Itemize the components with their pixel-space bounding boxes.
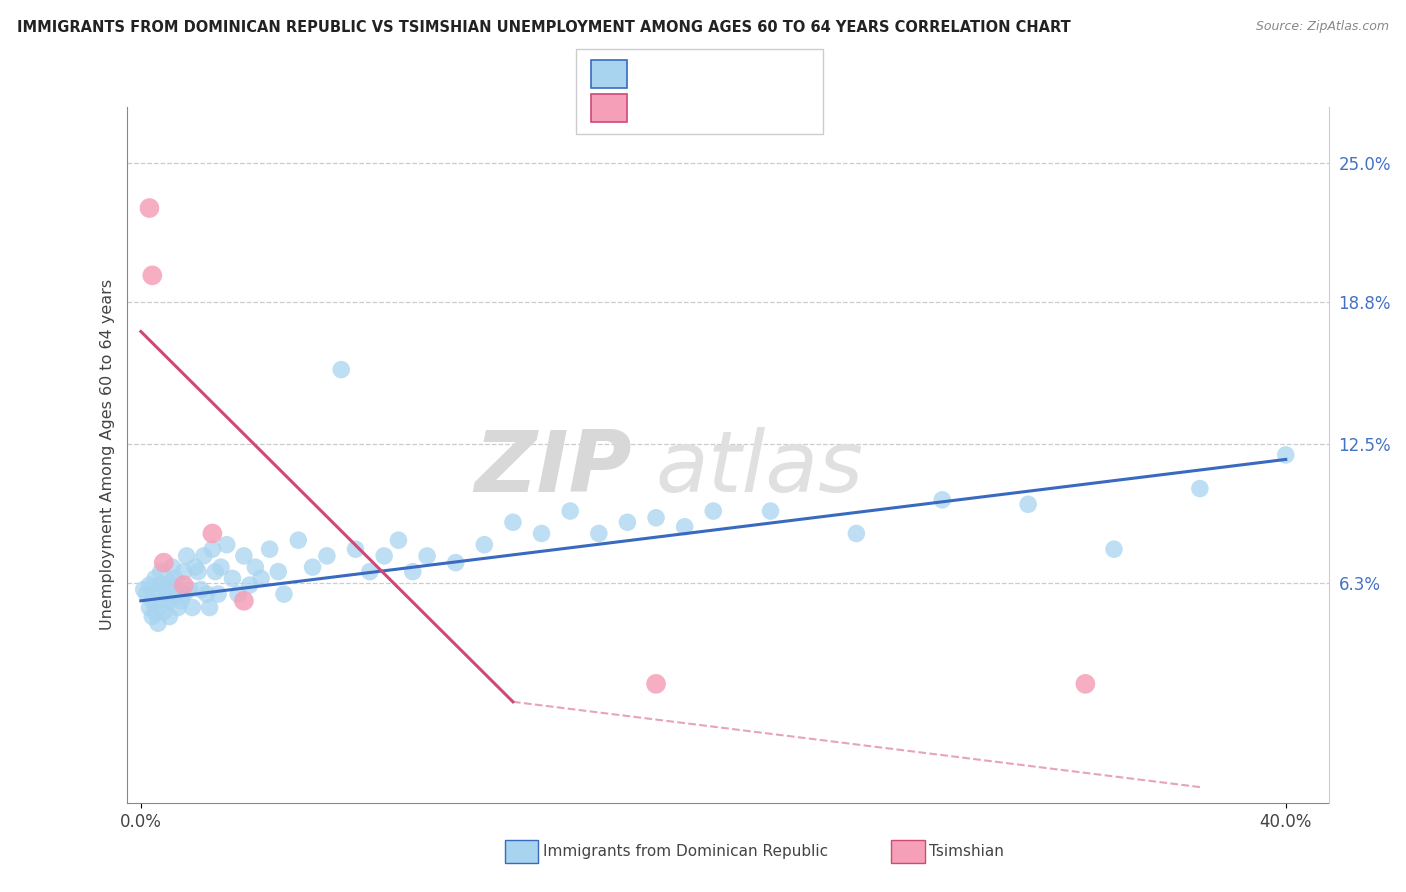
Point [149,578,172,592]
Text: R =  0.390   N = 77: R = 0.390 N = 77 [630,63,820,81]
Point [173,587,195,601]
Point [170,594,193,608]
Point [141,268,163,283]
Point [373,549,395,563]
Point [207,587,229,601]
Point [472,538,495,552]
Point [1274,448,1296,462]
Point [1017,497,1039,511]
Point [152,605,174,619]
Point [138,578,160,592]
Point [1102,542,1125,557]
Point [645,677,668,691]
Point [149,565,172,579]
Point [232,549,254,563]
Point [201,526,224,541]
Point [232,594,254,608]
Point [176,549,198,563]
Point [143,571,166,585]
Point [159,609,181,624]
Point [387,533,409,548]
Point [530,526,553,541]
Point [226,587,249,601]
Text: ZIP: ZIP [474,427,631,510]
Point [201,542,224,557]
Point [359,565,381,579]
Point [221,571,243,585]
Text: atlas: atlas [655,427,863,510]
Point [267,565,290,579]
Point [187,565,209,579]
Point [759,504,782,518]
Point [209,560,232,574]
Point [259,542,281,557]
Point [444,556,467,570]
Point [645,510,668,524]
Point [159,594,181,608]
Point [179,582,201,597]
Point [135,587,157,601]
Y-axis label: Unemployment Among Ages 60 to 64 years: Unemployment Among Ages 60 to 64 years [100,279,115,631]
Point [198,600,221,615]
Point [143,605,166,619]
Text: R = -0.292   N =  8: R = -0.292 N = 8 [630,97,820,115]
Point [165,571,187,585]
Point [155,587,177,601]
Point [138,201,160,215]
Point [162,578,184,592]
Point [184,560,207,574]
Point [416,549,439,563]
Point [502,515,524,529]
Text: IMMIGRANTS FROM DOMINICAN REPUBLIC VS TSIMSHIAN UNEMPLOYMENT AMONG AGES 60 TO 64: IMMIGRANTS FROM DOMINICAN REPUBLIC VS TS… [17,20,1070,35]
Point [152,594,174,608]
Point [155,582,177,597]
Point [273,587,295,601]
Point [1074,677,1097,691]
Point [162,560,184,574]
Point [287,533,309,548]
Point [616,515,638,529]
Point [330,362,353,376]
Point [146,616,169,631]
Point [560,504,582,518]
Point [173,578,195,592]
Point [165,587,187,601]
Point [167,600,190,615]
Point [146,587,169,601]
Point [141,609,163,624]
Point [195,587,218,601]
Point [152,556,174,570]
Point [315,549,337,563]
Point [301,560,323,574]
Point [190,582,212,597]
Point [204,565,226,579]
Text: Immigrants from Dominican Republic: Immigrants from Dominican Republic [543,845,828,859]
Text: Source: ZipAtlas.com: Source: ZipAtlas.com [1256,20,1389,33]
Point [132,582,155,597]
Point [1188,482,1211,496]
Point [181,600,204,615]
Text: Tsimshian: Tsimshian [929,845,1004,859]
Point [344,542,367,557]
Point [239,578,262,592]
Point [245,560,267,574]
Point [250,571,273,585]
Point [673,520,696,534]
Point [138,600,160,615]
Point [173,565,195,579]
Point [588,526,610,541]
Point [215,538,238,552]
Point [193,549,215,563]
Point [141,594,163,608]
Point [702,504,724,518]
Point [402,565,425,579]
Point [159,575,181,590]
Point [931,492,953,507]
Point [845,526,868,541]
